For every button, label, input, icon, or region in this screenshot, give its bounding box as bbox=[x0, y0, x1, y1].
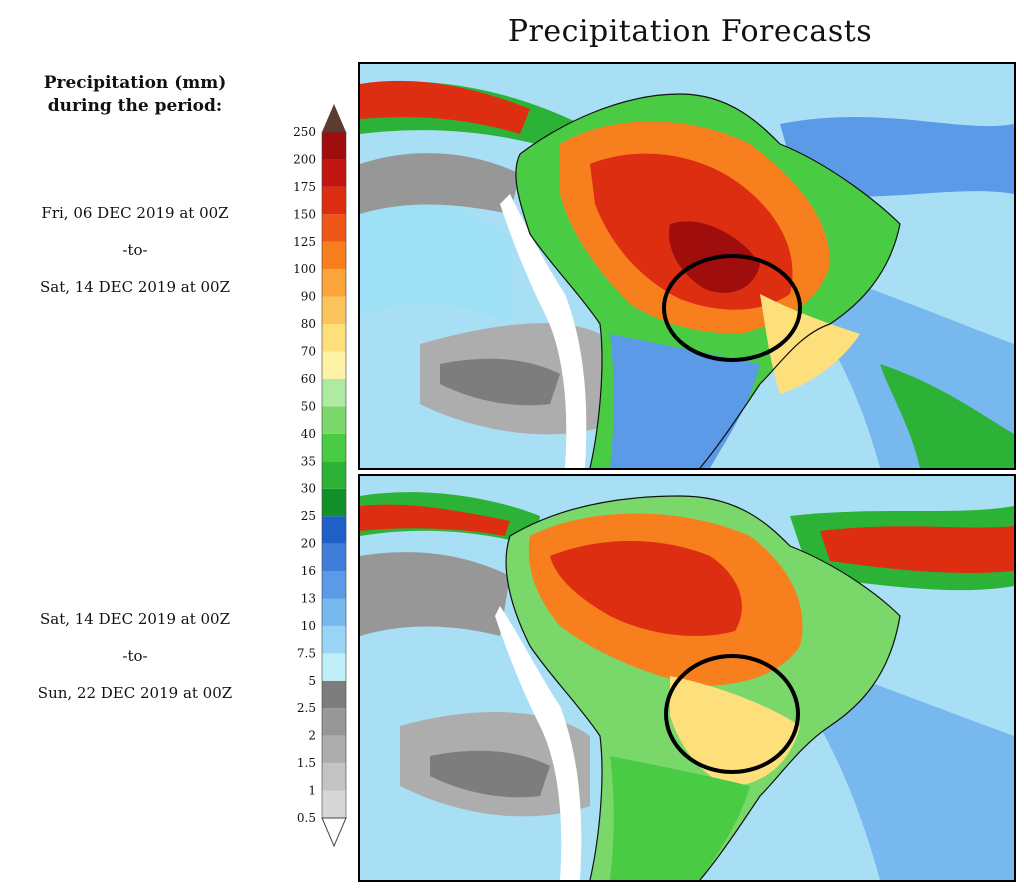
legend-heading: Precipitation (mm) during the period: bbox=[10, 72, 260, 118]
scale-label-1: 1 bbox=[308, 784, 316, 798]
scale-label-5: 5 bbox=[308, 674, 316, 688]
scale-label-70: 70 bbox=[301, 345, 316, 359]
scale-band-35 bbox=[322, 433, 346, 462]
coastline-east bbox=[519, 93, 901, 468]
scale-label-2: 2 bbox=[308, 729, 316, 743]
southeast-yellow-area bbox=[760, 294, 860, 394]
dry-pacific-core bbox=[430, 750, 550, 798]
map-1-canvas bbox=[360, 64, 1014, 468]
highlight-circle bbox=[664, 654, 800, 774]
scale-outline bbox=[321, 131, 347, 819]
coastline-west bbox=[515, 153, 603, 468]
scale-band-1 bbox=[322, 763, 346, 791]
period-2-label: Sat, 14 DEC 2019 at 00Z -to- Sun, 22 DEC… bbox=[0, 602, 270, 713]
map-2-canvas bbox=[360, 476, 1014, 880]
scale-label-13: 13 bbox=[301, 591, 316, 605]
scale-label-175: 175 bbox=[293, 180, 316, 194]
scale-band-80 bbox=[322, 296, 346, 325]
scale-top-arrow bbox=[322, 104, 346, 132]
scale-band-150 bbox=[322, 186, 346, 215]
period-1-from: Fri, 06 DEC 2019 at 00Z bbox=[41, 204, 229, 222]
scale-band-20 bbox=[322, 516, 346, 544]
period-2-from: Sat, 14 DEC 2019 at 00Z bbox=[39, 610, 231, 628]
scale-label-10: 10 bbox=[301, 619, 316, 633]
legend-heading-line1: Precipitation (mm) bbox=[43, 73, 227, 93]
scale-label-30: 30 bbox=[301, 482, 316, 496]
scale-label-40: 40 bbox=[301, 427, 316, 441]
atlantic-green-band bbox=[880, 364, 1014, 468]
coastline-east bbox=[509, 495, 901, 880]
scale-label-250: 250 bbox=[293, 125, 316, 139]
southern-green-rain bbox=[610, 756, 750, 880]
south-atlantic-rain bbox=[800, 656, 1014, 880]
period-1-label: Fri, 06 DEC 2019 at 00Z -to- Sat, 14 DEC… bbox=[0, 196, 270, 307]
color-scale: 0.5 1 1.5 2 2.5 5 7.5 10 13 16 20 25 30 35 40 50 60 70 80 9… bbox=[293, 104, 347, 848]
andes-dry-strip bbox=[500, 194, 587, 468]
scale-label-20: 20 bbox=[301, 537, 316, 551]
dry-pacific-north bbox=[360, 153, 520, 214]
very-heavy-rain-area bbox=[550, 541, 742, 636]
scale-band-25 bbox=[322, 488, 346, 517]
itcz-red-band bbox=[360, 80, 530, 134]
scale-band-50 bbox=[322, 378, 346, 407]
scale-band-13 bbox=[322, 571, 346, 599]
scale-band-2 bbox=[322, 708, 346, 736]
period-1-connector: -to- bbox=[122, 241, 148, 259]
scale-label-0.5: 0.5 bbox=[297, 811, 316, 825]
scale-band-70 bbox=[322, 324, 346, 352]
scale-label-150: 150 bbox=[293, 207, 316, 221]
scale-label-2.5: 2.5 bbox=[297, 701, 316, 715]
chart-title: Precipitation Forecasts bbox=[507, 14, 873, 49]
itcz-red-band bbox=[360, 504, 510, 536]
coastline-west bbox=[505, 535, 603, 880]
ocean-rain-area bbox=[360, 191, 510, 324]
scale-band-0.5 bbox=[322, 790, 346, 818]
atlantic-red-band bbox=[820, 526, 1014, 573]
forecast-map-period-2 bbox=[358, 474, 1016, 882]
period-1-to: Sat, 14 DEC 2019 at 00Z bbox=[39, 278, 231, 296]
scale-band-40 bbox=[322, 406, 346, 434]
dry-pacific-north bbox=[360, 552, 510, 636]
scale-label-60: 60 bbox=[301, 372, 316, 386]
scale-band-1.5 bbox=[322, 735, 346, 764]
scale-band-90 bbox=[322, 269, 346, 297]
scale-label-35: 35 bbox=[301, 454, 316, 468]
scale-band-10 bbox=[322, 598, 346, 626]
legend-heading-line2: during the period: bbox=[47, 96, 223, 116]
scale-band-125 bbox=[322, 214, 346, 242]
dry-pacific-core bbox=[440, 358, 560, 406]
scale-label-25: 25 bbox=[301, 509, 316, 523]
scale-band-175 bbox=[322, 159, 346, 187]
scale-label-1.5: 1.5 bbox=[297, 756, 316, 770]
scale-band-100 bbox=[322, 241, 346, 270]
southeast-yellow-area bbox=[670, 676, 800, 786]
scale-band-30 bbox=[322, 461, 346, 489]
period-2-to: Sun, 22 DEC 2019 at 00Z bbox=[37, 684, 233, 702]
scale-label-50: 50 bbox=[301, 399, 316, 413]
scale-band-2.5 bbox=[322, 680, 346, 709]
scale-band-7.5 bbox=[322, 625, 346, 654]
scale-label-7.5: 7.5 bbox=[297, 646, 316, 660]
scale-label-200: 200 bbox=[293, 152, 316, 166]
scale-label-90: 90 bbox=[301, 290, 316, 304]
scale-band-200 bbox=[322, 132, 346, 160]
scale-label-80: 80 bbox=[301, 317, 316, 331]
scale-band-5 bbox=[322, 653, 346, 681]
scale-label-100: 100 bbox=[293, 262, 316, 276]
scale-label-16: 16 bbox=[301, 564, 316, 578]
forecast-map-period-1 bbox=[358, 62, 1016, 470]
scale-bottom-arrow bbox=[321, 817, 347, 848]
andes-dry-strip bbox=[495, 606, 582, 880]
scale-band-16 bbox=[322, 543, 346, 572]
highlight-circle bbox=[662, 254, 802, 362]
period-2-connector: -to- bbox=[122, 647, 148, 665]
scale-label-125: 125 bbox=[293, 235, 316, 249]
southern-blue-rain bbox=[610, 334, 760, 468]
scale-band-60 bbox=[322, 351, 346, 379]
